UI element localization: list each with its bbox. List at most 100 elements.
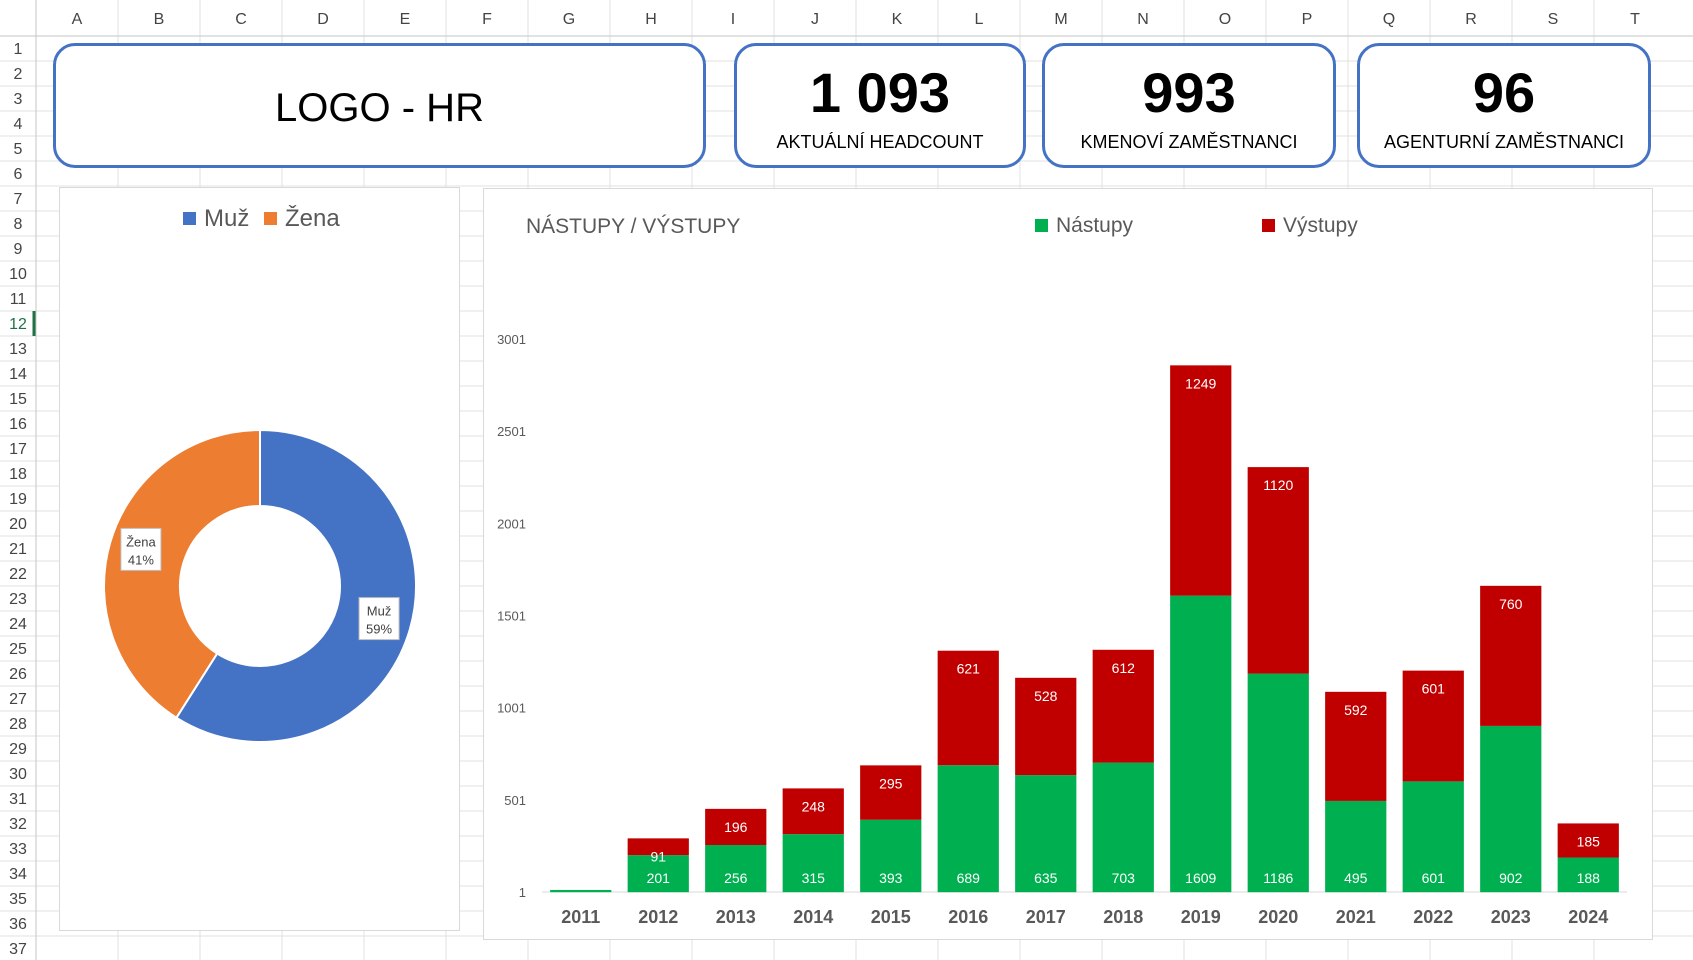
column-header[interactable]: E [400, 11, 411, 28]
row-header[interactable]: 1 [14, 41, 23, 58]
column-header[interactable]: B [154, 11, 165, 28]
column-header[interactable]: N [1137, 11, 1149, 28]
row-header[interactable]: 23 [9, 591, 27, 608]
row-header[interactable]: 35 [9, 891, 27, 908]
doughnut-slice [103, 428, 261, 720]
bar-data-label: 703 [1112, 870, 1136, 886]
row-header[interactable]: 25 [9, 641, 27, 658]
column-header[interactable]: P [1302, 11, 1313, 28]
bar-data-label: 635 [1034, 870, 1058, 886]
kpi-value: 993 [1142, 61, 1236, 124]
row-header[interactable]: 17 [9, 441, 27, 458]
column-header[interactable]: K [892, 11, 903, 28]
row-header[interactable]: 12 [9, 316, 27, 333]
column-header[interactable]: D [317, 11, 329, 28]
column-header[interactable]: L [975, 11, 984, 28]
bar-segment [705, 844, 767, 893]
legend-swatch [1035, 219, 1048, 232]
x-tick-label: 2013 [716, 907, 756, 927]
data-label-category: Muž [367, 604, 392, 619]
y-tick-label: 501 [504, 793, 526, 808]
row-header[interactable]: 2 [14, 66, 23, 83]
kpi-card-agency-employees: 96 AGENTURNÍ ZAMĚSTNANCI [1357, 43, 1651, 168]
data-label-box [120, 527, 162, 571]
row-header[interactable]: 20 [9, 516, 27, 533]
row-header[interactable]: 16 [9, 416, 27, 433]
column-header[interactable]: S [1548, 11, 1559, 28]
bar-segment [550, 889, 612, 893]
column-header[interactable]: J [811, 11, 819, 28]
bar-segment [1247, 673, 1309, 893]
bar-segment [1015, 677, 1077, 776]
column-header[interactable]: F [482, 11, 492, 28]
column-header[interactable]: O [1219, 11, 1231, 28]
row-header[interactable]: 14 [9, 366, 27, 383]
bar-segment [1325, 800, 1387, 893]
row-header[interactable]: 3 [14, 91, 23, 108]
row-header[interactable]: 10 [9, 266, 27, 283]
row-header[interactable]: 15 [9, 391, 27, 408]
column-header[interactable]: T [1630, 11, 1640, 28]
column-header[interactable]: R [1465, 11, 1477, 28]
bar-data-label: 612 [1112, 660, 1136, 676]
row-header[interactable]: 19 [9, 491, 27, 508]
bar-segment [1015, 775, 1077, 893]
column-header[interactable]: G [563, 11, 575, 28]
row-header[interactable]: 8 [14, 216, 23, 233]
row-header[interactable]: 30 [9, 766, 27, 783]
legend-swatch [183, 212, 196, 225]
row-header[interactable]: 34 [9, 866, 27, 883]
row-header[interactable]: 21 [9, 541, 27, 558]
gender-doughnut-chart[interactable]: Muž Žena Muž 59% Žena 41% [60, 188, 459, 930]
row-header[interactable]: 4 [14, 116, 23, 133]
bar-data-label: 315 [802, 870, 826, 886]
row-header[interactable]: 26 [9, 666, 27, 683]
row-header[interactable]: 22 [9, 566, 27, 583]
bar-segment [860, 819, 922, 893]
hires-exits-chart-panel[interactable]: NÁSTUPY / VÝSTUPY Nástupy Výstupy 1 501 1001 1… [483, 188, 1653, 940]
bar-segment [1480, 725, 1542, 893]
bar-data-label: 188 [1577, 870, 1601, 886]
kpi-card-headcount: 1 093 AKTUÁLNÍ HEADCOUNT [734, 43, 1026, 168]
row-header[interactable]: 13 [9, 341, 27, 358]
row-header[interactable]: 9 [14, 241, 23, 258]
row-header[interactable]: 6 [14, 166, 23, 183]
gender-chart-panel[interactable]: Muž Žena Muž 59% Žena 41% [59, 187, 460, 931]
column-header[interactable]: A [72, 11, 83, 28]
x-tick-label: 2015 [871, 907, 911, 927]
row-header[interactable]: 36 [9, 916, 27, 933]
row-header[interactable]: 37 [9, 941, 27, 958]
row-header[interactable]: 28 [9, 716, 27, 733]
row-header[interactable]: 11 [10, 291, 27, 308]
row-header[interactable]: 24 [9, 616, 27, 633]
row-header[interactable]: 29 [9, 741, 27, 758]
y-tick-label: 2501 [497, 424, 526, 439]
bar-segment [1170, 365, 1232, 596]
y-tick-label: 1 [519, 885, 526, 900]
bar-segment [1480, 585, 1542, 726]
column-header[interactable]: H [645, 11, 657, 28]
x-tick-label: 2014 [793, 907, 833, 927]
column-header[interactable]: M [1054, 11, 1067, 28]
legend-label: Žena [285, 205, 340, 232]
row-header[interactable]: 7 [14, 191, 23, 208]
bar-data-label: 1186 [1263, 870, 1293, 886]
bar-data-label: 393 [879, 870, 903, 886]
row-header[interactable]: 33 [9, 841, 27, 858]
data-label-category: Žena [126, 534, 156, 549]
column-header[interactable]: C [235, 11, 247, 28]
bar-segment [1557, 857, 1619, 893]
row-header[interactable]: 27 [9, 691, 27, 708]
legend-swatch [1262, 219, 1275, 232]
row-header[interactable]: 32 [9, 816, 27, 833]
column-header[interactable]: I [731, 11, 735, 28]
row-header[interactable]: 31 [9, 791, 27, 808]
bar-segment [1402, 781, 1464, 893]
row-header[interactable]: 5 [14, 141, 23, 158]
row-header[interactable]: 18 [9, 466, 27, 483]
hires-exits-bar-chart[interactable]: NÁSTUPY / VÝSTUPY Nástupy Výstupy150110011… [484, 189, 1652, 939]
data-label-box [358, 597, 400, 641]
column-header[interactable]: Q [1383, 11, 1395, 28]
y-tick-label: 1001 [497, 701, 526, 716]
bar-segment [627, 838, 689, 856]
